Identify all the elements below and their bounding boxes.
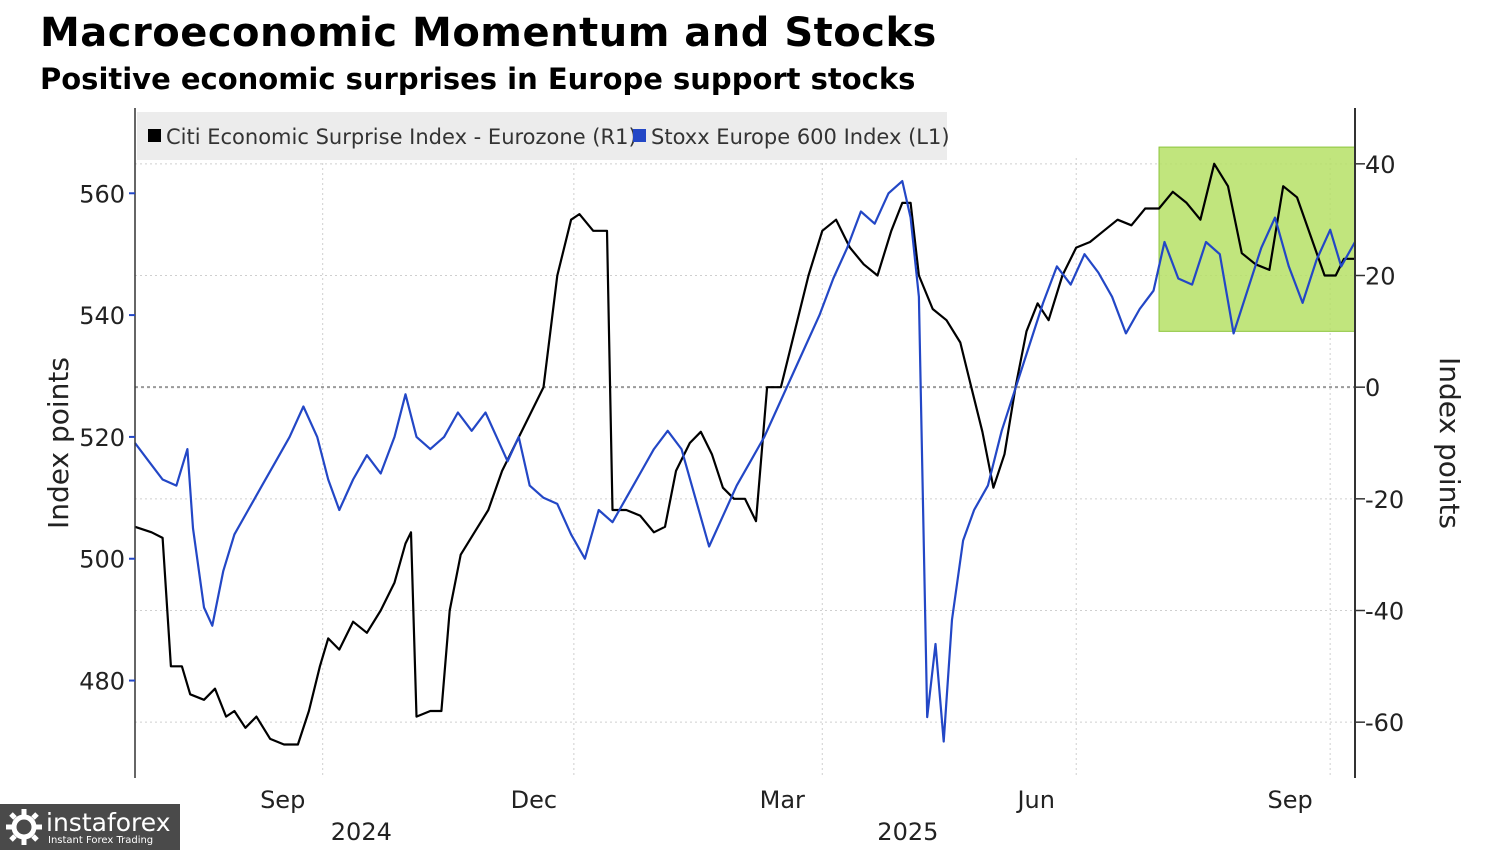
legend-swatch xyxy=(148,129,161,142)
x-year-label: 2025 xyxy=(877,818,938,846)
x-tick-label: Mar xyxy=(760,786,805,814)
x-tick-label: Sep xyxy=(1268,786,1313,814)
x-tick-label: Dec xyxy=(511,786,557,814)
right-tick-label: 0 xyxy=(1365,374,1380,402)
right-tick-label: 40 xyxy=(1365,151,1396,179)
watermark-logo: instaforex Instant Forex Trading xyxy=(0,804,180,850)
left-tick-label: 560 xyxy=(79,180,125,208)
right-axis-label: Index points xyxy=(1433,357,1466,529)
series-line-stoxx600 xyxy=(134,180,1356,743)
left-tick-label: 520 xyxy=(79,424,125,452)
chart-subtitle: Positive economic surprises in Europe su… xyxy=(40,62,916,96)
right-tick-label: -40 xyxy=(1365,598,1404,626)
gridlines xyxy=(135,158,1355,778)
x-tick-label: Jun xyxy=(1015,786,1055,814)
left-tick-label: 540 xyxy=(79,302,125,330)
legend: Citi Economic Surprise Index - Eurozone … xyxy=(137,112,950,160)
legend-label: Stoxx Europe 600 Index (L1) xyxy=(651,125,950,149)
left-axis-label: Index points xyxy=(42,357,75,529)
series-lines xyxy=(134,162,1356,746)
right-tick-label: -60 xyxy=(1365,709,1404,737)
highlight-box xyxy=(1158,146,1356,332)
legend-background xyxy=(137,112,947,160)
right-tick-label: 20 xyxy=(1365,263,1396,291)
axes: 480 500 520 540 560 Index points -60 -40 -20 0 20 4… xyxy=(42,108,1466,846)
chart-title: Macroeconomic Momentum and Stocks xyxy=(40,10,937,56)
legend-swatch xyxy=(633,129,646,142)
watermark-tagline: Instant Forex Trading xyxy=(48,835,154,846)
legend-label: Citi Economic Surprise Index - Eurozone … xyxy=(166,125,637,149)
x-year-label: 2024 xyxy=(331,818,392,846)
series-line-citi-surprise xyxy=(134,162,1355,746)
left-tick-label: 480 xyxy=(79,668,125,696)
x-tick-label: Sep xyxy=(260,786,305,814)
left-tick-label: 500 xyxy=(79,546,125,574)
highlight-region xyxy=(1158,146,1356,332)
gear-icon xyxy=(6,809,42,845)
right-tick-label: -20 xyxy=(1365,486,1404,514)
watermark-name: instaforex xyxy=(46,808,171,837)
